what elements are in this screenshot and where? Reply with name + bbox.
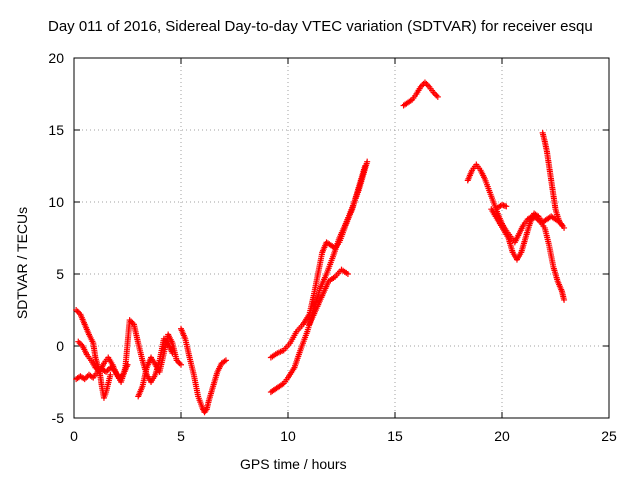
data-point <box>433 92 440 99</box>
series-arc7 <box>267 163 369 361</box>
series-arc5 <box>178 325 229 416</box>
data-point <box>423 80 430 87</box>
series-arc13 <box>494 201 510 211</box>
y-tick-label: 10 <box>48 194 64 210</box>
data-point <box>362 163 369 169</box>
x-axis-label: GPS time / hours <box>240 456 347 472</box>
axis-ticks: 0 5 10 15 20 25 -5 0 5 10 15 20 <box>48 50 617 444</box>
data-point <box>222 357 229 364</box>
grid-lines <box>74 58 609 418</box>
data-point <box>178 361 184 368</box>
series-arc11 <box>488 206 568 263</box>
data-point <box>364 158 371 165</box>
plot-frame <box>73 57 610 419</box>
data-point <box>561 296 568 303</box>
x-tick-label: 25 <box>601 428 617 444</box>
data-point <box>503 203 510 210</box>
data-point <box>421 79 428 86</box>
x-tick-label: 10 <box>280 428 296 444</box>
data-point <box>558 222 565 229</box>
y-tick-label: -5 <box>52 410 65 426</box>
x-tick-label: 20 <box>494 428 510 444</box>
y-tick-label: 0 <box>56 338 64 354</box>
data-point <box>431 91 438 97</box>
data-point <box>75 338 82 345</box>
data-point <box>176 360 183 367</box>
y-tick-label: 20 <box>48 50 64 66</box>
y-tick-label: 15 <box>48 122 64 138</box>
data-points <box>73 79 568 416</box>
data-point <box>344 271 351 277</box>
data-point <box>76 340 83 347</box>
x-tick-label: 0 <box>70 428 78 444</box>
chart-title: Day 011 of 2016, Sidereal Day-to-day VTE… <box>48 18 593 35</box>
y-tick-label: 5 <box>56 266 64 282</box>
series-arc12 <box>539 129 565 229</box>
data-point <box>424 82 431 89</box>
series-arc1 <box>73 307 114 401</box>
data-point <box>74 308 81 315</box>
data-point <box>434 93 441 100</box>
series-arc8 <box>306 266 351 328</box>
x-tick-label: 15 <box>387 428 403 444</box>
series-arc4 <box>135 331 184 400</box>
series-arc9 <box>400 79 441 109</box>
series-arc6 <box>267 158 371 396</box>
data-point <box>107 371 114 378</box>
x-tick-label: 5 <box>177 428 185 444</box>
